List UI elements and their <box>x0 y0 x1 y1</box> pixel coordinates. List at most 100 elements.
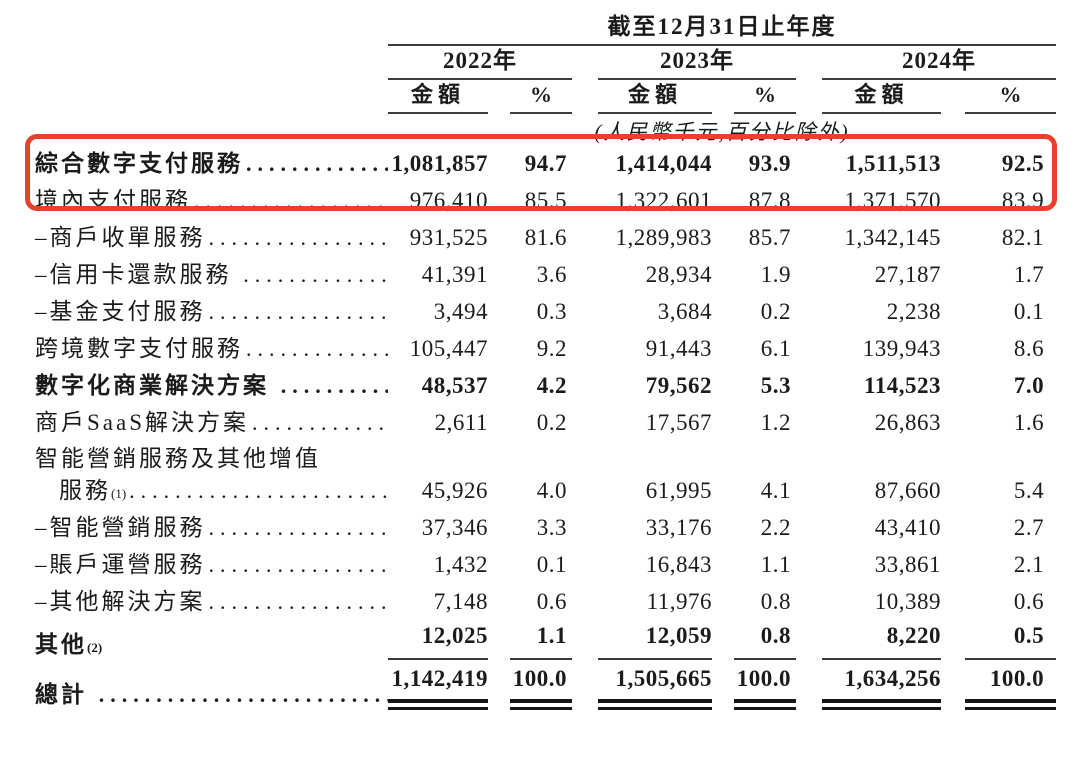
amount-cell: 48,537 <box>388 368 488 405</box>
value: 8.6 <box>1013 336 1045 361</box>
value-box: 0.8 <box>734 587 796 617</box>
value-box: 11,976 <box>598 587 712 617</box>
value-box: 3,684 <box>598 297 712 327</box>
year-2023-cell: 2023年 <box>572 46 796 80</box>
value-box: 85.5 <box>510 186 572 216</box>
value: 87.8 <box>748 188 791 213</box>
row-label: 數字化商業解決方案 ..............................… <box>35 371 388 401</box>
period-title-cell: 截至12月31日止年度 <box>388 10 1057 46</box>
percent-cell: 8.6 <box>941 331 1056 368</box>
row-label: –商戶收單服務.................................… <box>35 223 388 253</box>
value-box: 0.2 <box>734 297 796 327</box>
value: 1,322,601 <box>615 188 712 213</box>
value-box: 1,414,044 <box>598 149 712 179</box>
percent-cell: 93.9 <box>712 146 796 183</box>
row-label-text: –信用卡還款服務 <box>35 262 241 287</box>
unit-note-cell: (人民幣千元,百分比除外) <box>388 114 1056 146</box>
amount-2023-header-cell: 金額 <box>572 80 712 114</box>
leader-dots: ........................................… <box>208 225 389 250</box>
row-label-cell: 境內支付服務..................................… <box>35 183 388 220</box>
leader-dots: ........................................… <box>252 410 388 435</box>
value-box: 6.1 <box>734 334 796 364</box>
value-box: 9.2 <box>510 334 572 364</box>
amount-cell: 27,187 <box>796 257 941 294</box>
value-box: 4.0 <box>510 476 572 506</box>
value-box: 17,567 <box>598 408 712 438</box>
value: 1.1 <box>760 552 791 577</box>
value: 100.0 <box>736 666 791 691</box>
value-box: 2,611 <box>388 408 488 438</box>
percent-cell: 94.7 <box>488 146 572 183</box>
leader-dots: ........................................… <box>280 373 388 398</box>
amount-cell: 931,525 <box>388 220 488 257</box>
value-box: 1.6 <box>965 408 1056 438</box>
value-box: 1,634,256 <box>822 664 941 710</box>
percent-cell: 5.4 <box>941 442 1056 510</box>
revenue-breakdown-table: 截至12月31日止年度 2022年 2023年 2024年 金額 <box>35 10 1057 714</box>
leader-dots: ........................................… <box>246 336 388 361</box>
value-box: 87.8 <box>734 186 796 216</box>
table-header: 截至12月31日止年度 2022年 2023年 2024年 金額 <box>35 10 1057 146</box>
value-box: 48,537 <box>388 371 488 401</box>
value: 1,342,145 <box>844 225 941 250</box>
value: 0.2 <box>536 410 567 435</box>
row-label-cell: 其他 (2) <box>35 621 388 664</box>
row-label: –賬戶運營服務.................................… <box>35 550 388 580</box>
spacer-cell <box>35 114 388 146</box>
table-row: –智能營銷服務.................................… <box>35 510 1056 547</box>
value-box: 100.0 <box>734 664 796 710</box>
percent-cell: 81.6 <box>488 220 572 257</box>
amount-cell: 1,432 <box>388 547 488 584</box>
row-label-text: 跨境數字支付服務 <box>35 336 243 361</box>
row-label: –基金支付服務.................................… <box>35 297 388 327</box>
value: 2.2 <box>760 515 791 540</box>
value-box: 27,187 <box>822 260 941 290</box>
amount-cell: 61,995 <box>572 442 712 510</box>
percent-2024-header-cell: % <box>941 80 1057 114</box>
value: 37,346 <box>421 515 488 540</box>
value: 10,389 <box>874 589 941 614</box>
value-box: 3,494 <box>388 297 488 327</box>
value-box: 81.6 <box>510 223 572 253</box>
amount-cell: 91,443 <box>572 331 712 368</box>
percent-cell: 0.2 <box>488 405 572 442</box>
value: 1.2 <box>760 410 791 435</box>
value-box: 1,289,983 <box>598 223 712 253</box>
value-box: 7,148 <box>388 587 488 617</box>
value-box: 79,562 <box>598 371 712 401</box>
amount-cell: 26,863 <box>796 405 941 442</box>
value-box: 5.4 <box>965 476 1056 506</box>
amount-cell: 33,176 <box>572 510 712 547</box>
leader-dots: ........................................… <box>208 299 389 324</box>
amount-cell: 87,660 <box>796 442 941 510</box>
row-label-cell: –其他解決方案.................................… <box>35 584 388 621</box>
value: 0.6 <box>1013 589 1045 614</box>
table-row: –其他解決方案.................................… <box>35 584 1056 621</box>
value-box: 93.9 <box>734 149 796 179</box>
row-label-cell: –智能營銷服務.................................… <box>35 510 388 547</box>
amount-cell: 3,494 <box>388 294 488 331</box>
value: 1.6 <box>1013 410 1045 435</box>
amount-cell: 10,389 <box>796 584 941 621</box>
percent-cell: 1.7 <box>941 257 1056 294</box>
value: 94.7 <box>524 151 567 176</box>
value: 1,634,256 <box>844 666 941 691</box>
leader-dots: ........................................… <box>208 589 389 614</box>
value-box: 33,176 <box>598 513 712 543</box>
percent-cell: 7.0 <box>941 368 1056 405</box>
row-label: 境內支付服務..................................… <box>35 186 388 216</box>
row-label-text: –基金支付服務 <box>35 299 206 324</box>
row-label: 其他 (2) <box>35 630 388 660</box>
row-label-cell: 跨境數字支付服務................................… <box>35 331 388 368</box>
row-label: –其他解決方案.................................… <box>35 587 388 617</box>
value-box: 2,238 <box>822 297 941 327</box>
percent-cell: 100.0 <box>712 664 796 714</box>
double-rule <box>388 699 488 710</box>
value: 1,081,857 <box>391 151 488 176</box>
value: 0.8 <box>760 589 791 614</box>
table-row: –信用卡還款服務 ...............................… <box>35 257 1056 294</box>
value-box: 1.9 <box>734 260 796 290</box>
year-2024-label: 2024年 <box>822 46 1057 80</box>
value: 92.5 <box>1001 151 1045 176</box>
value-box: 12,059 <box>598 621 712 660</box>
